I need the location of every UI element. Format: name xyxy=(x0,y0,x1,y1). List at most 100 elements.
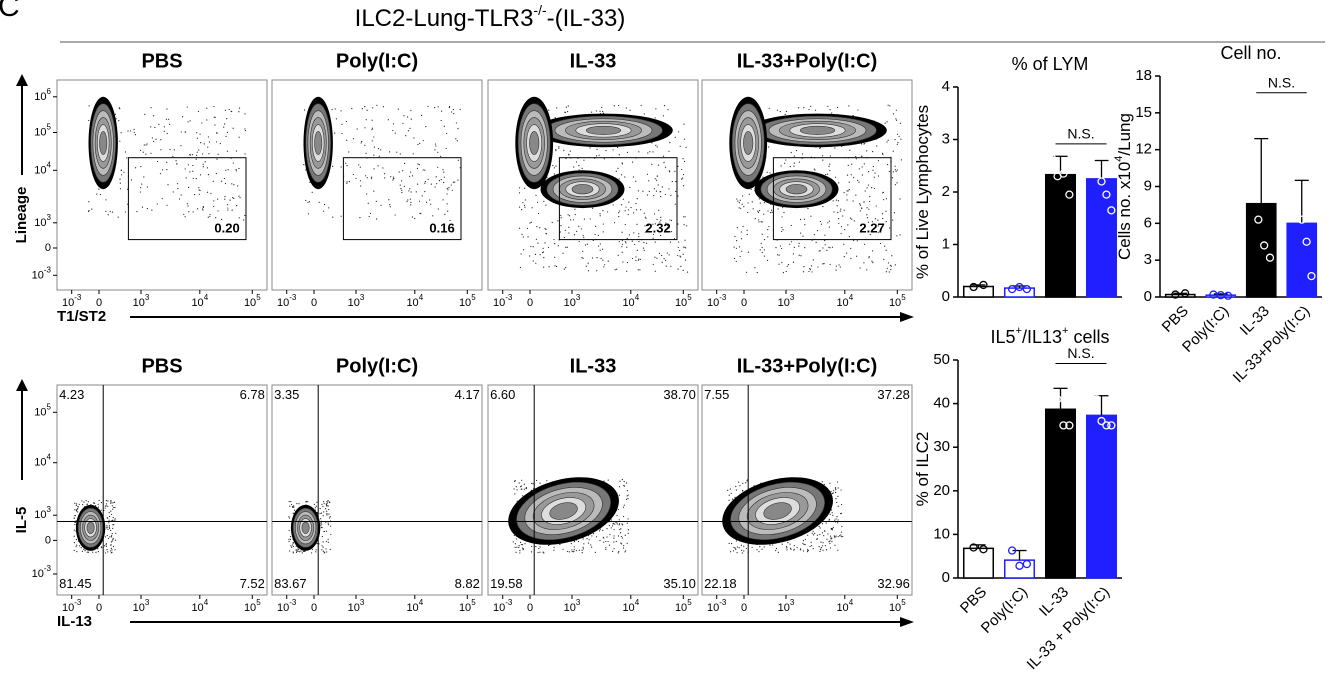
event-dot xyxy=(518,482,520,484)
event-dot xyxy=(161,169,164,171)
event-dot xyxy=(187,164,190,166)
event-dot xyxy=(889,227,891,229)
event-dot xyxy=(594,233,596,236)
arrow-head xyxy=(900,617,914,627)
event-dot xyxy=(136,210,138,213)
event-dot xyxy=(661,186,663,188)
event-dot xyxy=(410,109,412,112)
event-dot xyxy=(831,492,833,495)
tick-exp: -3 xyxy=(44,564,52,573)
event-dot xyxy=(176,163,178,165)
event-dot xyxy=(558,146,560,148)
event-dot xyxy=(368,215,370,218)
event-dot xyxy=(223,123,226,125)
event-dot xyxy=(595,536,598,538)
event-dot xyxy=(298,548,300,551)
event-dot xyxy=(161,197,163,200)
event-dot xyxy=(682,158,684,160)
event-dot xyxy=(297,550,299,552)
figure-title: ILC2-Lung-TLR3-/--(IL-33) xyxy=(355,2,626,33)
event-dot xyxy=(573,546,575,548)
event-dot xyxy=(109,211,111,213)
event-dot xyxy=(202,166,204,168)
event-dot xyxy=(626,151,629,153)
event-dot xyxy=(214,116,216,118)
event-dot xyxy=(408,190,410,192)
y-tick-label: 6 xyxy=(1144,214,1152,231)
event-dot xyxy=(782,272,785,274)
event-dot xyxy=(621,246,623,248)
event-dot xyxy=(896,143,898,145)
tick-exp: -3 xyxy=(505,293,513,302)
event-dot xyxy=(202,153,204,155)
event-dot xyxy=(835,498,837,500)
event-dot xyxy=(737,481,740,483)
event-dot xyxy=(684,239,686,241)
event-dot xyxy=(524,543,526,545)
event-dot xyxy=(346,182,348,184)
event-dot xyxy=(813,168,815,170)
event-dot xyxy=(643,249,645,251)
tick-label: 106 xyxy=(34,87,51,103)
event-dot xyxy=(803,543,805,545)
data-point xyxy=(1223,291,1233,300)
event-dot xyxy=(118,107,120,109)
event-dot xyxy=(105,210,107,212)
event-dot xyxy=(151,137,153,139)
event-dot xyxy=(447,210,449,212)
tick-label: 10-3 xyxy=(493,598,513,614)
tick-label: 10-3 xyxy=(32,265,52,281)
quadrant-value: 37.28 xyxy=(877,387,910,402)
event-dot xyxy=(613,105,615,107)
event-dot xyxy=(853,220,855,222)
panel-title: PBS xyxy=(141,355,182,377)
event-dot xyxy=(570,219,572,221)
event-dot xyxy=(638,258,640,260)
tick-label: 0 xyxy=(527,297,533,309)
event-dot xyxy=(365,152,367,155)
event-dot xyxy=(790,547,792,549)
tick-label: 0 xyxy=(311,602,317,614)
event-dot xyxy=(307,201,309,203)
event-dot xyxy=(602,110,604,113)
event-dot xyxy=(451,189,453,191)
event-dot xyxy=(119,188,122,190)
event-dot xyxy=(679,145,681,147)
event-dot xyxy=(88,119,90,122)
event-dot xyxy=(107,551,109,553)
tick-exp: -3 xyxy=(719,598,727,607)
event-dot xyxy=(520,209,523,211)
event-dot xyxy=(843,243,845,245)
density-contour xyxy=(314,131,323,155)
event-dot xyxy=(683,216,685,218)
event-dot xyxy=(341,123,343,125)
event-dot xyxy=(871,260,873,262)
event-dot xyxy=(669,171,671,173)
event-dot xyxy=(332,216,334,218)
event-dot xyxy=(405,135,407,137)
event-dot xyxy=(894,138,896,141)
event-dot xyxy=(597,245,600,247)
event-dot xyxy=(290,503,293,506)
event-dot xyxy=(403,115,405,117)
event-dot xyxy=(366,193,368,195)
event-dot xyxy=(83,548,85,550)
event-dot xyxy=(822,159,824,161)
tick-exp: 4 xyxy=(204,293,209,302)
event-dot xyxy=(166,161,168,163)
event-dot xyxy=(553,238,555,241)
tick-exp: 3 xyxy=(576,293,581,302)
event-dot xyxy=(635,256,637,258)
tick-exp: 3 xyxy=(145,598,150,607)
tick-label: 10-3 xyxy=(277,598,297,614)
tick-label: 0 xyxy=(741,297,747,309)
event-dot xyxy=(599,249,601,251)
event-dot xyxy=(323,552,325,554)
event-dot xyxy=(447,189,449,191)
y-tick-label: 12 xyxy=(1135,141,1152,158)
event-dot xyxy=(213,105,215,108)
event-dot xyxy=(588,539,590,541)
event-dot xyxy=(224,198,226,200)
event-dot xyxy=(120,169,122,171)
event-dot xyxy=(804,543,806,546)
